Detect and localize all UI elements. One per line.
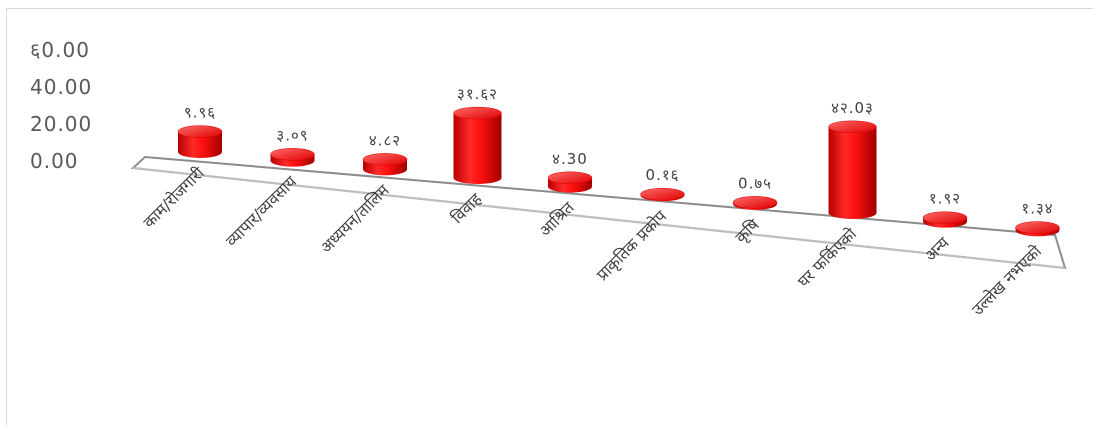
y-tick-label: 40.00 — [30, 75, 92, 99]
bar-body — [453, 113, 502, 184]
bar — [177, 125, 223, 158]
bar-top — [270, 148, 315, 161]
bar — [732, 196, 778, 210]
bar — [922, 211, 968, 228]
data-label: ४.30 — [552, 150, 588, 168]
y-tick-label: ६0.00 — [30, 38, 90, 62]
bar — [640, 187, 685, 202]
bar-body — [178, 131, 222, 158]
data-label: 0.१६ — [646, 166, 680, 184]
chart-frame — [6, 8, 1093, 425]
bar — [547, 171, 593, 193]
bar-top — [177, 125, 223, 138]
bar — [828, 120, 877, 220]
bar-top — [922, 211, 968, 224]
bars — [177, 106, 1060, 237]
bar — [270, 148, 315, 167]
data-label: ४.८२ — [369, 131, 401, 149]
bar — [1015, 221, 1060, 237]
data-label: ३.०९ — [276, 126, 308, 144]
bar-top — [547, 171, 593, 185]
bar-top — [453, 106, 502, 120]
category-label: व्यापार/व्यवसाय — [222, 172, 301, 251]
data-label: १.९२ — [929, 190, 961, 208]
data-label: ३१.६२ — [457, 85, 498, 103]
data-label: ४२.0३ — [831, 99, 874, 117]
bar — [453, 106, 502, 184]
floor-front-edge — [132, 167, 1066, 269]
y-tick-label: 20.00 — [30, 112, 92, 136]
bar-top — [362, 153, 408, 166]
data-label: १.३४ — [1021, 200, 1053, 218]
data-labels: ९.९६ ३.०९ ४.८२ ३१.६२ ४.30 0.१६ 0.७५ ४२.0३ १.९२ १.… — [184, 85, 1053, 218]
data-label: ९.९६ — [184, 104, 216, 122]
y-tick-label: 0.00 — [30, 149, 79, 173]
data-label: 0.७५ — [738, 174, 772, 192]
bar-top — [640, 187, 685, 201]
bar — [362, 153, 408, 176]
bar-top — [1015, 221, 1060, 234]
y-axis: 0.00 20.00 40.00 ६0.00 — [30, 38, 92, 173]
bar-top — [828, 120, 877, 134]
bar-body — [828, 126, 877, 220]
bar-top — [732, 196, 778, 209]
